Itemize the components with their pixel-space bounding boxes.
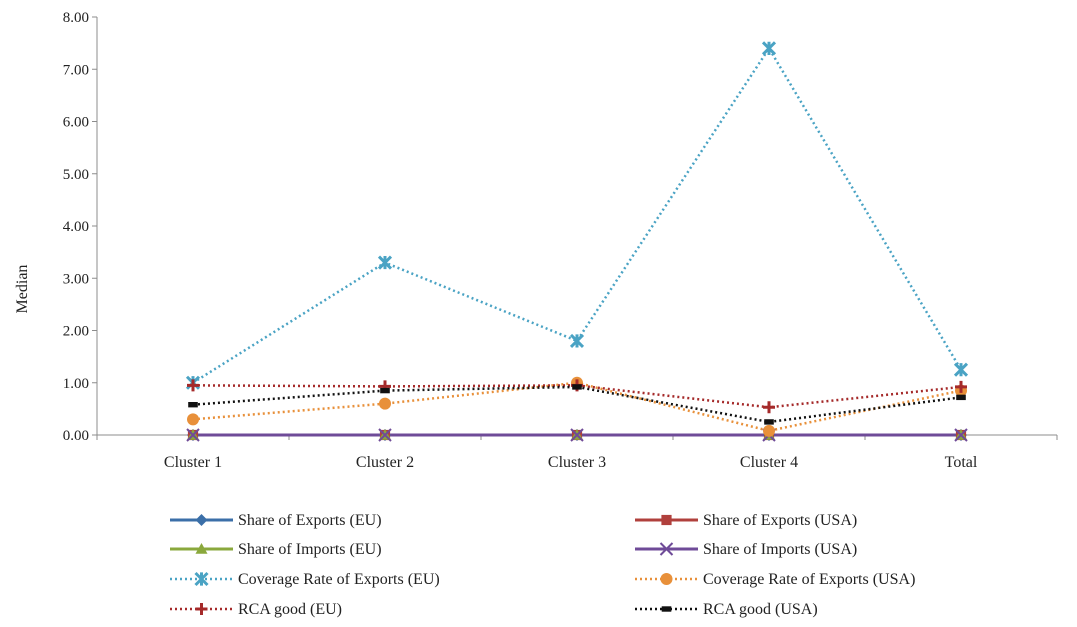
data-point-s5-3	[763, 424, 775, 437]
legend-item: RCA good (USA)	[635, 601, 818, 618]
y-tick-label: 5.00	[63, 167, 89, 183]
x-category-label: Cluster 4	[740, 454, 798, 471]
data-point-s5-1	[379, 397, 391, 410]
legend-label: Share of Exports (EU)	[238, 512, 382, 529]
data-point-s6-4	[955, 380, 967, 393]
y-tick-label: 7.00	[63, 62, 89, 78]
data-point-s7-1	[380, 387, 390, 394]
legend-label: Share of Exports (USA)	[703, 512, 857, 529]
legend-swatch-marker	[659, 542, 674, 556]
data-point-s7-3	[764, 419, 774, 425]
legend: Share of Exports (EU) Share of Exports (U…	[170, 512, 915, 618]
data-point-s7-4	[956, 394, 966, 401]
data-point-s7-2	[572, 384, 582, 390]
y-tick-label: 0.00	[63, 428, 89, 444]
legend-label: Share of Imports (EU)	[238, 541, 382, 558]
legend-swatch-marker	[661, 514, 672, 526]
x-category-label: Cluster 1	[164, 454, 222, 471]
data-point-s7-0	[188, 401, 198, 408]
legend-swatch-marker	[194, 571, 209, 587]
legend-label: Coverage Rate of Exports (EU)	[238, 571, 440, 588]
legend-item: Share of Exports (USA)	[635, 512, 857, 529]
legend-swatch-marker	[660, 573, 673, 585]
axes: 0.00 1.00 2.00 3.00 4.00 5.00 6.00 7.00 8.00 Clus…	[63, 10, 1058, 471]
data-point-s3-2	[570, 428, 584, 442]
legend-item: RCA good (EU)	[170, 601, 342, 618]
legend-label: Share of Imports (USA)	[703, 541, 857, 558]
data-point-s4-4	[953, 362, 969, 377]
y-tick-label: 8.00	[63, 10, 89, 26]
legend-item: Coverage Rate of Exports (EU)	[170, 571, 440, 588]
data-point-s4-2	[569, 333, 585, 349]
y-tick-label: 4.00	[63, 219, 89, 235]
marker-layer	[185, 41, 969, 442]
legend-swatch-marker	[195, 514, 208, 526]
data-point-s3-4	[954, 428, 968, 442]
data-point-s6-3	[763, 401, 775, 414]
x-category-label: Cluster 2	[356, 454, 414, 471]
legend-item: Coverage Rate of Exports (USA)	[635, 571, 915, 588]
data-point-s3-0	[186, 428, 200, 442]
legend-label: RCA good (EU)	[238, 601, 342, 618]
legend-item: Share of Imports (EU)	[170, 541, 382, 558]
data-point-s4-3	[761, 41, 777, 56]
legend-label: Coverage Rate of Exports (USA)	[703, 571, 915, 588]
y-tick-label: 3.00	[63, 271, 89, 287]
series-line-6	[192, 384, 962, 409]
x-category-label: Total	[945, 454, 978, 471]
legend-swatch-marker	[195, 543, 208, 554]
legend-item: Share of Exports (EU)	[170, 512, 382, 529]
data-point-s6-0	[187, 379, 199, 392]
data-point-s3-1	[378, 428, 392, 442]
data-point-s5-0	[187, 413, 199, 426]
series-line-7	[192, 385, 962, 424]
legend-swatch-marker	[661, 606, 672, 612]
y-axis-title: Median	[14, 265, 31, 314]
series-line-4	[192, 45, 963, 384]
y-tick-label: 2.00	[63, 324, 89, 340]
y-tick-label: 6.00	[63, 115, 89, 131]
legend-item: Share of Imports (USA)	[635, 541, 857, 558]
legend-label: RCA good (USA)	[703, 601, 818, 618]
legend-swatch-marker	[195, 603, 208, 615]
x-category-label: Cluster 3	[548, 454, 606, 471]
data-point-s4-1	[377, 255, 393, 270]
y-tick-label: 1.00	[63, 376, 89, 392]
